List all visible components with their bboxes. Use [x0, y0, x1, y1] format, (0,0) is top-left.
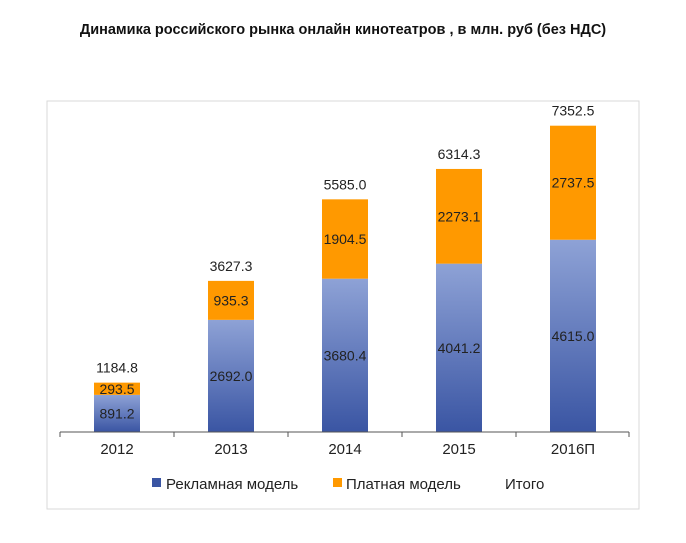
label-total-2014: 5585.0 — [324, 176, 367, 192]
bar-paid-2016П — [550, 125, 596, 240]
label-advertising-2013: 2692.0 — [210, 368, 253, 384]
legend-swatch-paid — [333, 478, 342, 487]
legend-label-advertising: Рекламная модель — [166, 476, 298, 493]
chart-title: Динамика российского рынка онлайн киноте… — [79, 22, 607, 38]
label-advertising-2015: 4041.2 — [438, 340, 481, 356]
legend-label-paid: Платная модель — [346, 476, 461, 493]
legend-label-total: Итого — [505, 476, 544, 493]
x-tick-label-2014: 2014 — [328, 441, 361, 458]
label-total-2015: 6314.3 — [438, 146, 481, 162]
bar-advertising-2016П — [550, 239, 596, 432]
bar-paid-2013 — [208, 280, 254, 320]
label-paid-2014: 1904.5 — [324, 231, 367, 247]
label-advertising-2016П: 4615.0 — [552, 328, 595, 344]
bar-advertising-2013 — [208, 319, 254, 432]
x-tick-label-2016П: 2016П — [551, 441, 595, 458]
x-tick-label-2015: 2015 — [442, 441, 475, 458]
label-total-2013: 3627.3 — [210, 258, 253, 274]
label-total-2016П: 7352.5 — [552, 103, 595, 119]
bar-advertising-2012 — [94, 394, 140, 432]
label-advertising-2012: 891.2 — [99, 405, 134, 421]
label-advertising-2014: 3680.4 — [324, 347, 367, 363]
x-tick-label-2013: 2013 — [214, 441, 247, 458]
bar-advertising-2014 — [322, 278, 368, 432]
bar-advertising-2015 — [436, 263, 482, 432]
label-paid-2015: 2273.1 — [438, 208, 481, 224]
chart-frame — [46, 100, 640, 510]
label-paid-2013: 935.3 — [213, 292, 248, 308]
bar-paid-2015 — [436, 168, 482, 264]
bar-paid-2014 — [322, 199, 368, 279]
label-paid-2016П: 2737.5 — [552, 175, 595, 191]
bar-paid-2012 — [94, 382, 140, 395]
x-tick-label-2012: 2012 — [100, 441, 133, 458]
legend-swatch-advertising — [152, 478, 161, 487]
label-total-2012: 1184.8 — [96, 360, 138, 376]
label-paid-2012: 293.5 — [99, 381, 134, 397]
